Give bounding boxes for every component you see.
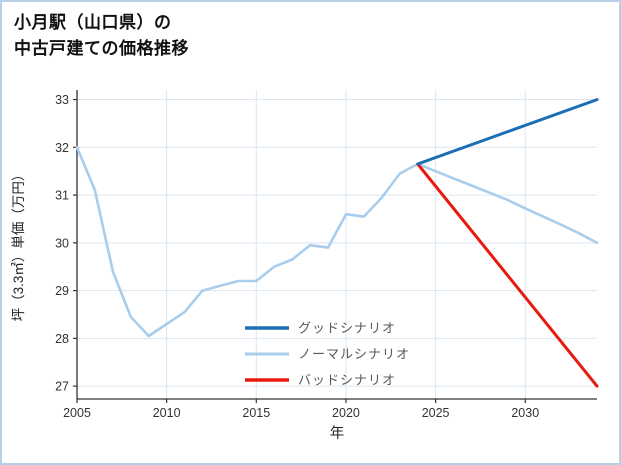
series-line-ノーマルシナリオ — [75, 146, 599, 338]
y-tick-label: 28 — [55, 332, 69, 346]
y-tick-label: 32 — [55, 141, 69, 155]
page-title-line-2: 中古戸建ての価格推移 — [14, 39, 189, 59]
series-line-グッドシナリオ — [416, 98, 599, 166]
x-tick-label: 2005 — [63, 406, 91, 420]
page-title-line-1: 小月駅（山口県）の — [14, 13, 172, 32]
x-tick-label: 2020 — [332, 406, 360, 420]
series-line-バッドシナリオ — [416, 162, 599, 388]
x-tick-label: 2030 — [511, 406, 539, 420]
y-tick-label: 30 — [55, 236, 69, 250]
y-tick-label: 29 — [55, 284, 69, 298]
legend-label-ノーマルシナリオ: ノーマルシナリオ — [298, 347, 410, 362]
x-tick-label: 2015 — [242, 406, 270, 420]
legend-label-グッドシナリオ: グッドシナリオ — [298, 321, 396, 336]
y-axis-label: 坪（3.3㎡）単価（万円） — [11, 168, 26, 322]
x-tick-label: 2025 — [422, 406, 450, 420]
x-tick-label: 2010 — [153, 406, 181, 420]
y-tick-label: 33 — [55, 93, 69, 107]
y-tick-label: 27 — [55, 380, 69, 394]
x-axis-label: 年 — [330, 425, 345, 442]
page-title: 小月駅（山口県）の 中古戸建ての価格推移 — [14, 10, 189, 63]
y-tick-label: 31 — [55, 189, 69, 203]
legend-label-バッドシナリオ: バッドシナリオ — [298, 373, 396, 388]
